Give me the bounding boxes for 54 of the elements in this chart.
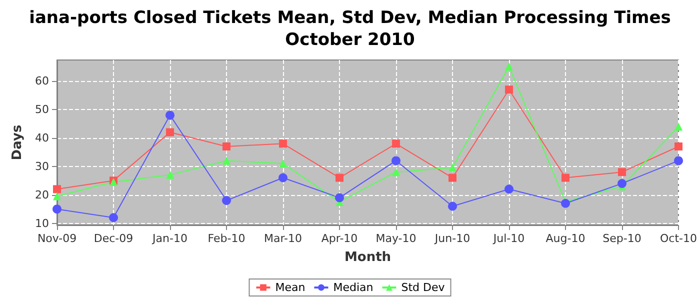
y-tick-label: 60 xyxy=(35,74,49,88)
point xyxy=(279,160,288,168)
chart-title: iana-ports Closed Tickets Mean, Std Dev, Median Processing Times October 2010 xyxy=(29,8,671,50)
point xyxy=(279,140,288,148)
point xyxy=(674,122,683,131)
point xyxy=(674,142,683,150)
y-axis-title: Days xyxy=(10,124,26,160)
x-axis-title: Month xyxy=(344,250,392,265)
x-tick-label: Jun-10 xyxy=(434,232,470,245)
point xyxy=(618,178,627,188)
x-tick-label: Sep-10 xyxy=(602,232,642,245)
point xyxy=(222,142,230,150)
x-tick-label: Dec-09 xyxy=(94,232,134,245)
point xyxy=(505,62,514,71)
point xyxy=(166,110,174,120)
point xyxy=(278,173,288,182)
point xyxy=(166,128,174,136)
point xyxy=(392,168,400,176)
x-tick-label: Jul-10 xyxy=(492,232,525,245)
point xyxy=(505,86,514,94)
point xyxy=(674,156,684,166)
point xyxy=(448,164,457,172)
point xyxy=(336,174,344,182)
point xyxy=(53,185,61,194)
point xyxy=(392,140,400,148)
point xyxy=(222,196,231,206)
x-tick-label: Aug-10 xyxy=(546,232,586,245)
point xyxy=(109,213,118,222)
point xyxy=(166,170,174,179)
point xyxy=(448,174,457,182)
point xyxy=(562,174,570,182)
x-tick-label: Jan-10 xyxy=(152,232,188,245)
y-tick-label: 40 xyxy=(35,131,49,144)
x-tick-label: Nov-09 xyxy=(37,232,77,245)
y-tick-label: 20 xyxy=(35,188,49,202)
legend-label: Mean xyxy=(275,281,306,294)
point xyxy=(52,204,62,214)
point xyxy=(53,192,61,200)
point xyxy=(392,156,401,166)
point xyxy=(448,202,458,211)
y-tick-label: 30 xyxy=(35,160,49,173)
x-tick-label: Feb-10 xyxy=(208,232,246,245)
point xyxy=(222,156,230,165)
legend-label: Median xyxy=(333,281,374,294)
x-tick-label: Oct-10 xyxy=(660,232,698,245)
point xyxy=(618,168,626,176)
y-tick-label: 10 xyxy=(35,216,49,230)
point xyxy=(335,193,344,202)
legend-label: Std Dev xyxy=(401,281,446,294)
point xyxy=(504,184,514,194)
x-tick-label: Apr-10 xyxy=(321,232,358,245)
y-tick-label: 50 xyxy=(35,103,49,116)
x-tick-label: May-10 xyxy=(376,232,416,245)
x-tick-label: Mar-10 xyxy=(264,232,302,245)
